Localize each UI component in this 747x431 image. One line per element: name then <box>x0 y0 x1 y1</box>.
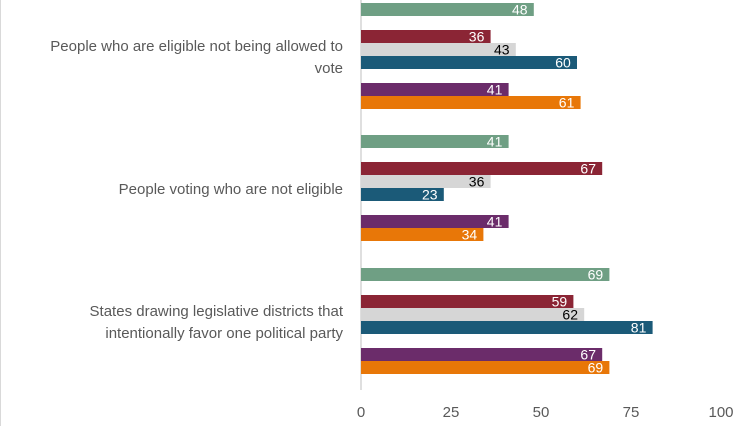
data-label-series-2-category-3: 59 <box>552 294 568 310</box>
bar-series-6-category-2 <box>361 228 484 241</box>
category-label-1-line-2: vote <box>315 60 343 77</box>
bar-series-2-category-3 <box>361 295 574 308</box>
category-label-2: People voting who are not eligible <box>119 181 343 198</box>
x-axis-ticks: 0 25 50 75 100 <box>357 404 734 421</box>
data-label-series-1-category-3: 69 <box>588 267 604 283</box>
data-label-series-4-category-2: 23 <box>422 187 438 203</box>
bar-series-3-category-3 <box>361 308 585 321</box>
data-label-series-4-category-3: 81 <box>631 320 647 336</box>
data-label-series-6-category-2: 34 <box>462 227 478 243</box>
bar-series-4-category-3 <box>361 321 653 334</box>
bar-series-6-category-1 <box>361 96 581 109</box>
bar-series-1-category-3 <box>361 268 610 281</box>
data-label-series-3-category-3: 62 <box>562 307 578 323</box>
category-labels: People who are eligible not being allowe… <box>50 38 344 342</box>
bar-series-4-category-2 <box>361 188 444 201</box>
x-tick-label-75: 75 <box>623 404 640 421</box>
data-labels: 48 41 69 36 67 59 43 36 62 60 23 81 41 41 67 61 34 69 <box>422 2 647 376</box>
category-label-3-line-1: States drawing legislative districts tha… <box>90 303 344 320</box>
x-tick-label-50: 50 <box>533 404 550 421</box>
x-tick-label-0: 0 <box>357 404 365 421</box>
bar-series-1-category-2 <box>361 135 509 148</box>
data-label-series-5-category-1: 41 <box>487 82 503 98</box>
bar-series-4-category-1 <box>361 56 577 69</box>
data-label-series-3-category-1: 43 <box>494 42 510 58</box>
bar-series-5-category-2 <box>361 215 509 228</box>
bar-series-3-category-1 <box>361 43 516 56</box>
data-label-series-6-category-1: 61 <box>559 95 575 111</box>
bar-series-3-category-2 <box>361 175 491 188</box>
category-label-1-line-1: People who are eligible not being allowe… <box>50 38 343 55</box>
data-label-series-1-category-2: 41 <box>487 134 503 150</box>
bar-series-6-category-3 <box>361 361 610 374</box>
data-label-series-3-category-2: 36 <box>469 174 485 190</box>
data-label-series-5-category-2: 41 <box>487 214 503 230</box>
x-tick-label-25: 25 <box>443 404 460 421</box>
data-label-series-2-category-2: 67 <box>580 161 596 177</box>
data-label-series-2-category-1: 36 <box>469 29 485 45</box>
bars <box>361 3 653 374</box>
category-label-3-line-2: intentionally favor one political party <box>105 325 343 342</box>
data-label-series-6-category-3: 69 <box>588 360 604 376</box>
bar-series-2-category-2 <box>361 162 603 175</box>
data-label-series-1-category-1: 48 <box>512 2 528 18</box>
x-tick-label-100: 100 <box>708 404 733 421</box>
bar-series-1-category-1 <box>361 3 534 16</box>
bar-series-5-category-3 <box>361 348 603 361</box>
bar-series-5-category-1 <box>361 83 509 96</box>
data-label-series-5-category-3: 67 <box>580 347 596 363</box>
bar-series-2-category-1 <box>361 30 491 43</box>
data-label-series-4-category-1: 60 <box>555 55 571 71</box>
